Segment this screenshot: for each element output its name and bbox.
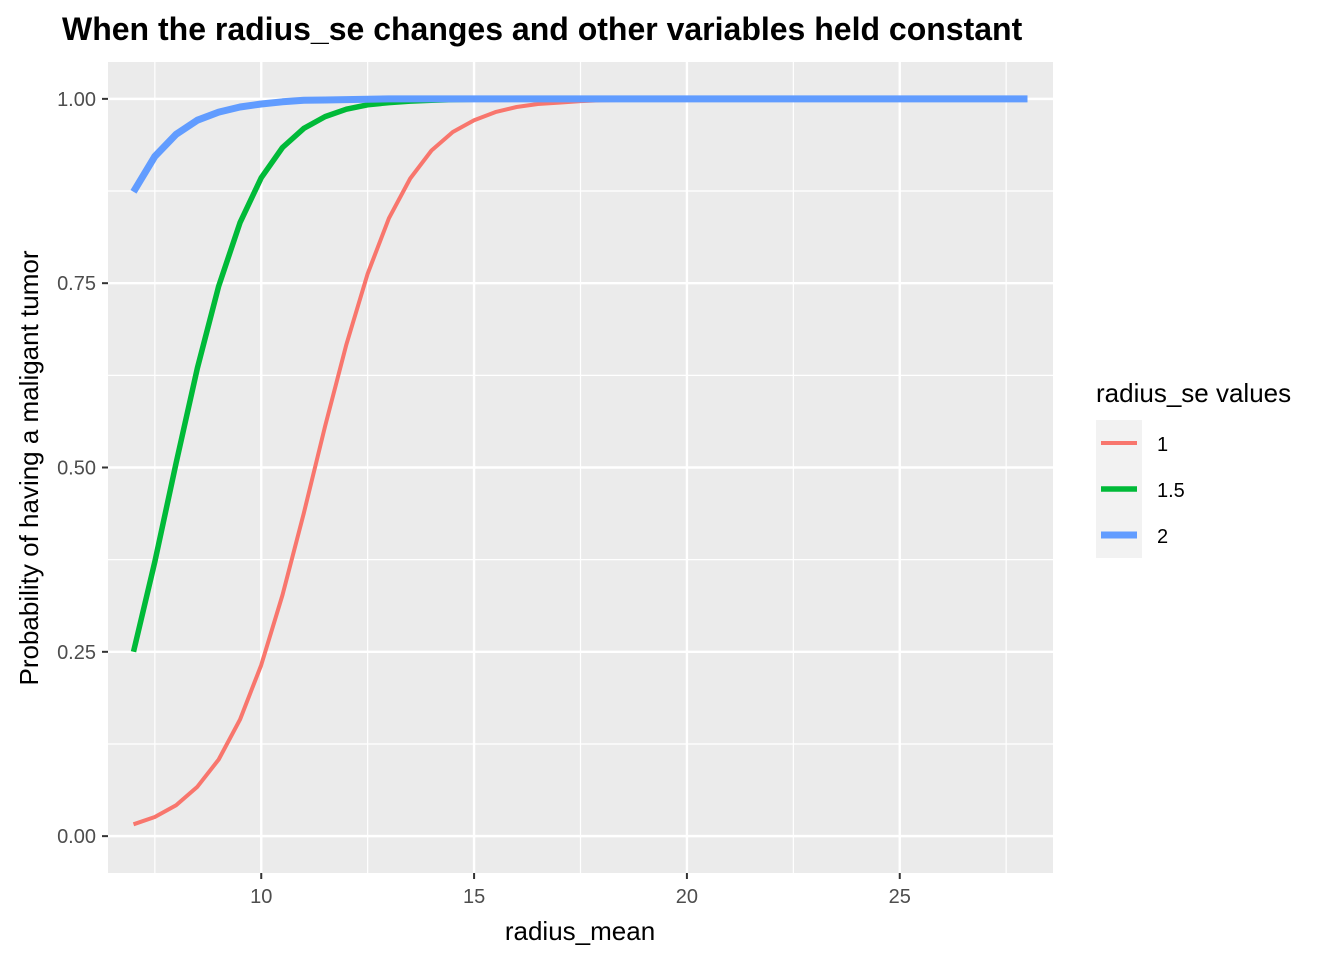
- legend-label-1-5: 1.5: [1157, 480, 1185, 502]
- series-lines: [130, 95, 1028, 827]
- x-tick-label: 15: [463, 886, 485, 908]
- grid-major: [108, 62, 1053, 873]
- y-tick-label: 0.50: [57, 458, 96, 480]
- x-tick-label: 20: [676, 886, 698, 908]
- x-tick-label: 25: [889, 886, 911, 908]
- legend-items: 11.52: [1101, 434, 1185, 548]
- legend: radius_se values 11.52: [1096, 378, 1291, 558]
- legend-label-2: 2: [1157, 526, 1168, 548]
- y-tick-label: 1.00: [57, 89, 96, 111]
- x-axis: 10 15 20 25: [250, 873, 911, 908]
- y-axis: 0.00 0.25 0.50 0.75 1.00: [57, 89, 108, 848]
- y-axis-title: Probability of having a maligant tumor: [14, 250, 44, 685]
- legend-title: radius_se values: [1096, 378, 1291, 408]
- y-tick-label: 0.75: [57, 273, 96, 295]
- y-tick-label: 0.25: [57, 642, 96, 664]
- x-axis-title: radius_mean: [505, 916, 655, 946]
- legend-label-1: 1: [1157, 434, 1168, 456]
- series-line-2: [130, 95, 1028, 194]
- y-tick-label: 0.00: [57, 826, 96, 848]
- chart-title: When the radius_se changes and other var…: [62, 11, 1023, 47]
- x-tick-label: 10: [250, 886, 272, 908]
